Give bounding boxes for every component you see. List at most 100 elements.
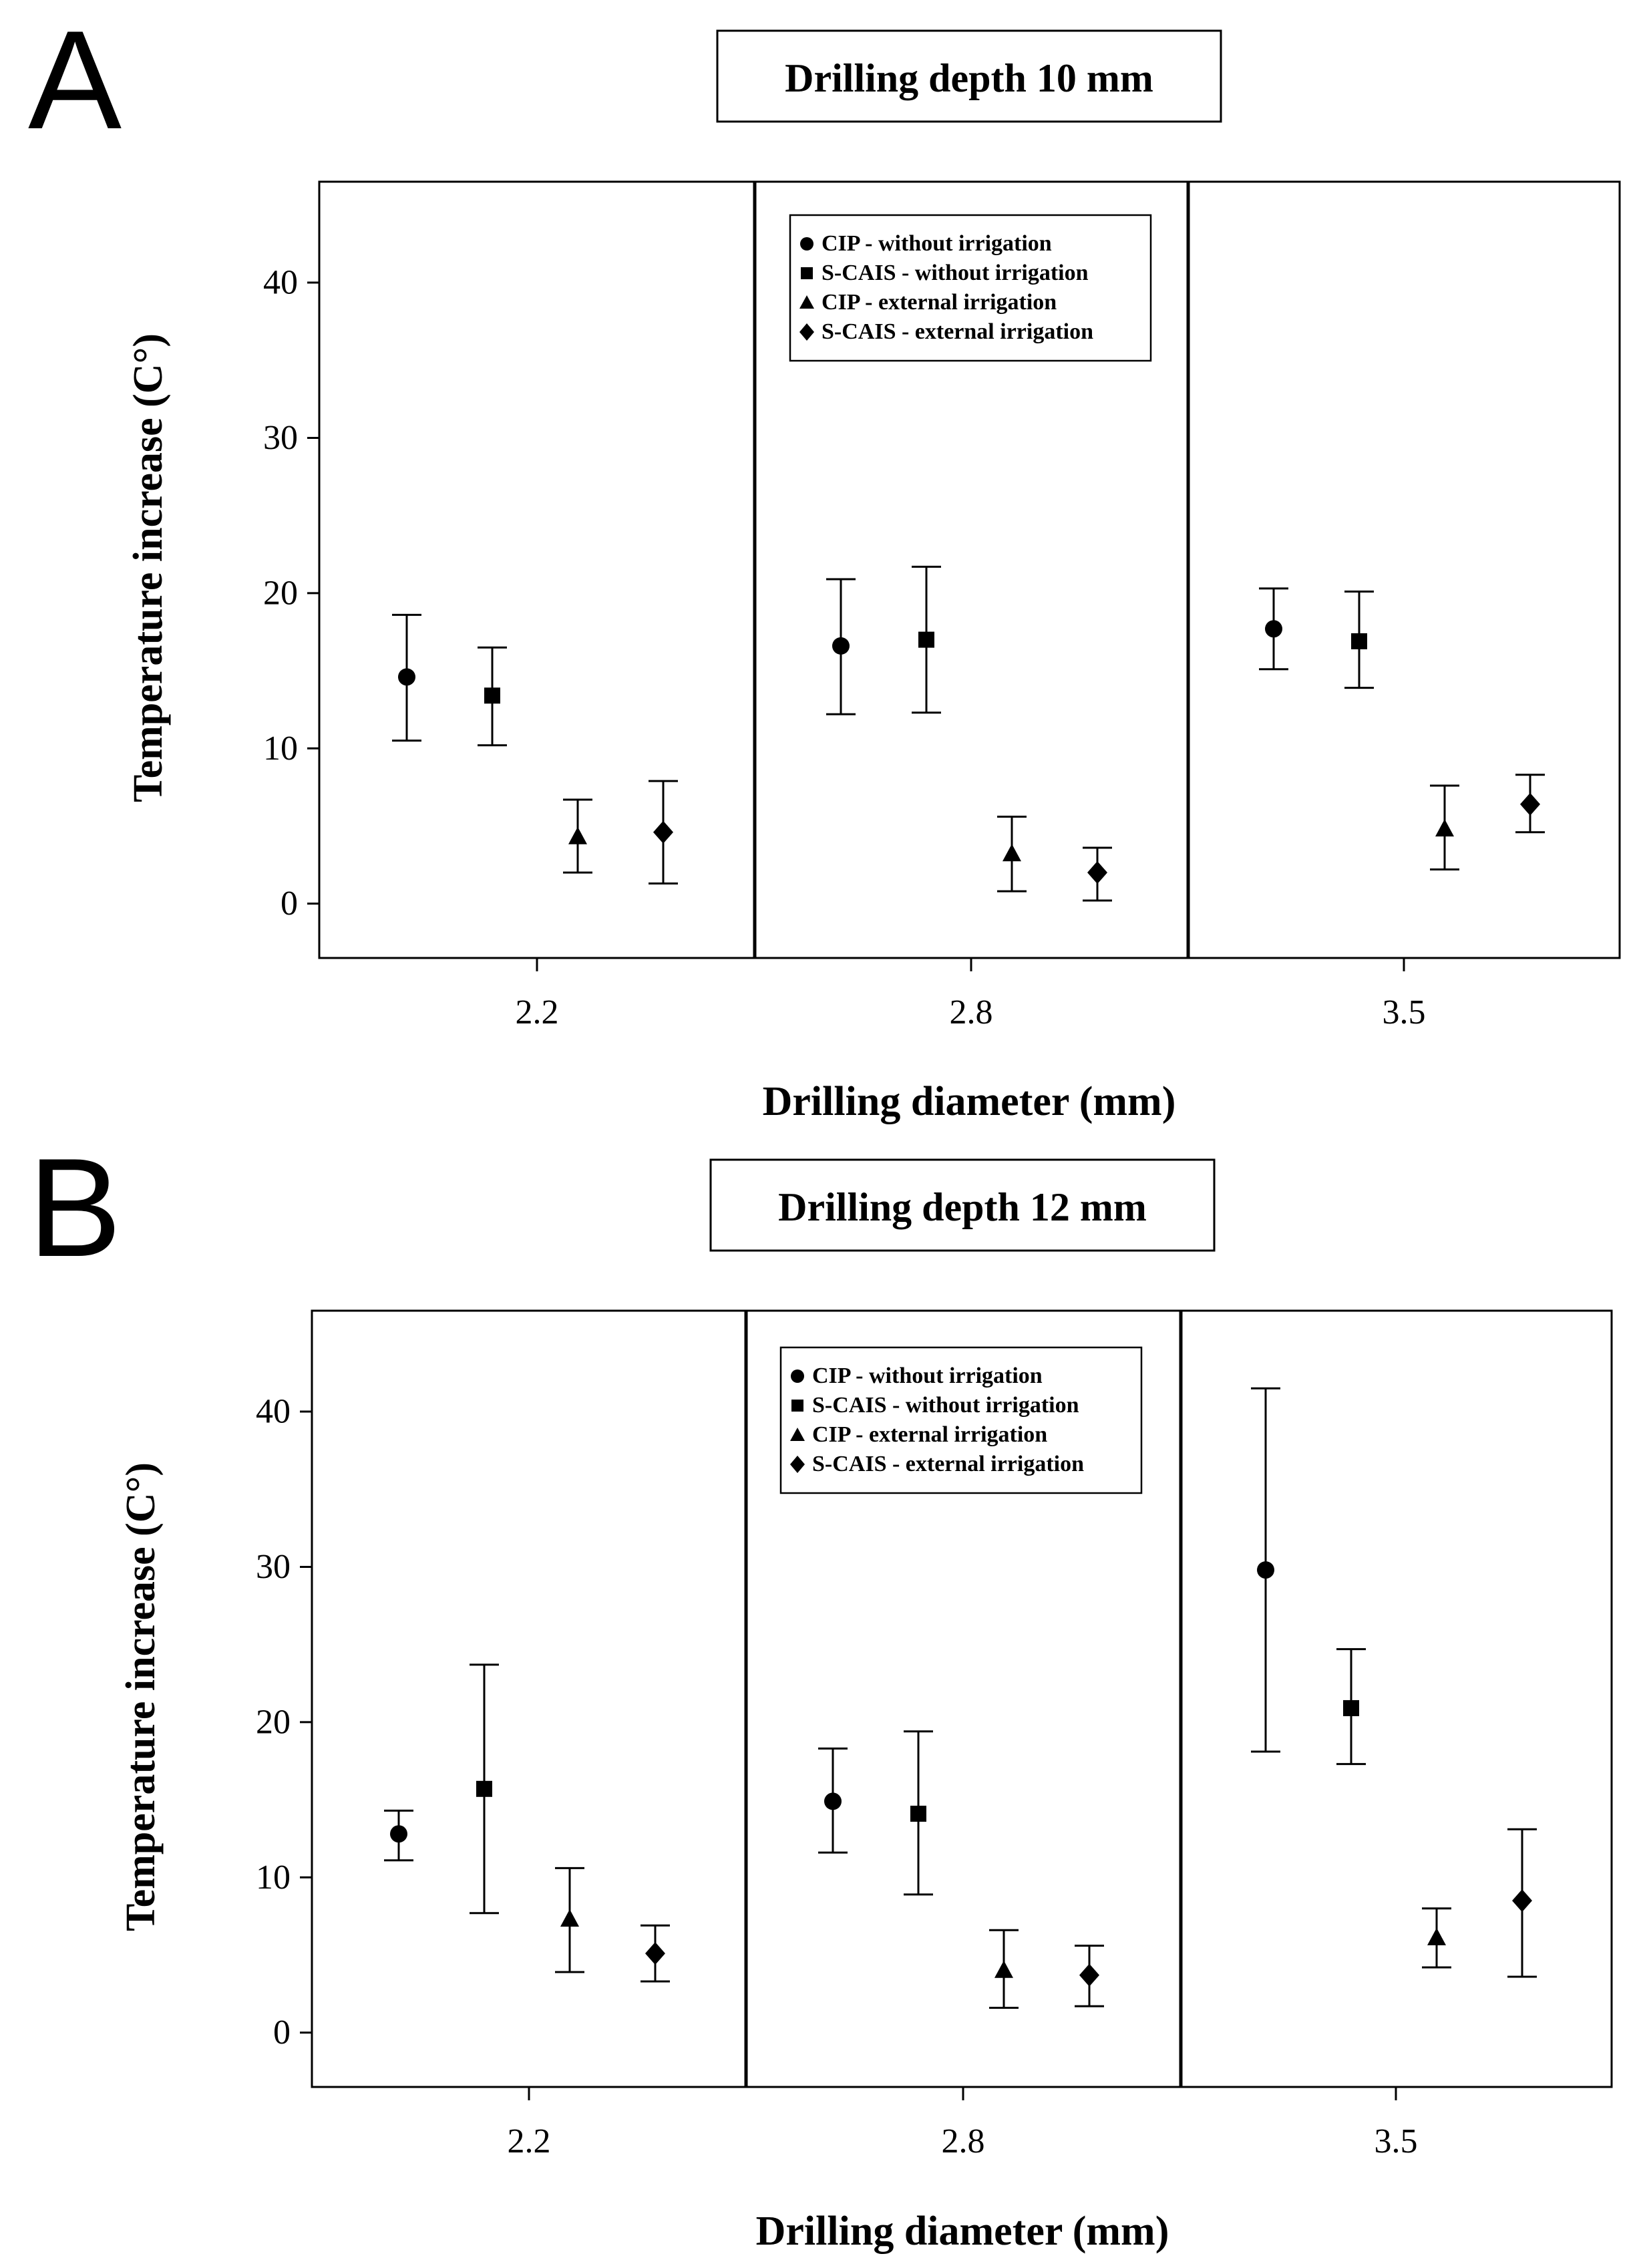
data-marks: [384, 1387, 1537, 2009]
x-tick-label: 2.2: [516, 993, 559, 1031]
data-marks: [392, 565, 1545, 902]
legend-symbols: [799, 237, 814, 341]
data-point-group: [1422, 1907, 1451, 1969]
svg-text:10: 10: [263, 730, 298, 768]
data-point-group: [1259, 587, 1288, 671]
svg-text:10: 10: [256, 1858, 291, 1897]
y-axis-label: Temperature increase (C°): [126, 333, 171, 802]
y-tick: 30: [263, 419, 319, 457]
svg-text:20: 20: [256, 1703, 291, 1741]
data-point: [1435, 819, 1454, 837]
data-point: [832, 637, 850, 655]
data-point-group: [912, 565, 941, 714]
data-point-group: [818, 1747, 848, 1854]
legend-label: CIP - external irrigation: [812, 1422, 1047, 1447]
data-point-group: [478, 646, 507, 747]
y-tick: 20: [256, 1703, 312, 1741]
y-tick: 20: [263, 574, 319, 612]
data-point: [824, 1792, 842, 1810]
data-point: [398, 668, 415, 686]
data-point: [1265, 620, 1282, 638]
data-point-group: [1515, 774, 1545, 834]
x-axis-label: Drilling diameter (mm): [756, 2209, 1169, 2254]
data-point-group: [1344, 591, 1374, 689]
legend-symbol: [791, 1400, 803, 1412]
data-point: [918, 631, 934, 648]
y-tick: 40: [256, 1393, 312, 1431]
data-point: [1343, 1699, 1359, 1716]
data-point-group: [826, 578, 856, 715]
x-tick-label: 3.5: [1383, 993, 1426, 1031]
y-tick: 0: [273, 2013, 312, 2052]
data-point-group: [641, 1924, 670, 1983]
legend-label: CIP - external irrigation: [822, 290, 1057, 315]
legend-symbol: [799, 295, 814, 309]
data-point: [1079, 1963, 1099, 1987]
legend-symbol: [790, 1428, 805, 1441]
data-point-group: [904, 1730, 933, 1896]
x-axis: 2.2 2.8 3.5: [508, 2087, 1418, 2160]
legend-symbol: [799, 323, 814, 341]
data-point-group: [470, 1663, 499, 1915]
data-point: [484, 687, 500, 704]
data-point: [910, 1805, 926, 1822]
data-point: [568, 826, 587, 844]
data-point: [476, 1780, 492, 1797]
legend-label: S-CAIS - without irrigation: [812, 1393, 1079, 1418]
x-axis-label: Drilling diameter (mm): [763, 1079, 1176, 1124]
y-tick: 0: [281, 884, 319, 923]
panel-a: A Drilling depth 10 mm 0 10 20 30: [28, 1, 1621, 1124]
data-point: [1512, 1889, 1532, 1913]
x-axis: 2.2 2.8 3.5: [516, 958, 1426, 1031]
legend-label: CIP - without irrigation: [812, 1363, 1043, 1388]
y-tick: 10: [256, 1858, 312, 1897]
legend-label: CIP - without irrigation: [822, 231, 1052, 256]
chart-title-box: [709, 1158, 1216, 1252]
data-point-group: [384, 1809, 413, 1862]
legend-label: S-CAIS - external irrigation: [822, 319, 1093, 344]
data-point: [1427, 1927, 1446, 1945]
data-point-group: [997, 816, 1027, 893]
data-point-group: [555, 1867, 584, 1973]
chart-title: Drilling depth 10 mm: [785, 56, 1153, 100]
svg-text:40: 40: [256, 1393, 291, 1431]
data-point: [560, 1909, 579, 1927]
data-point: [1351, 633, 1367, 649]
plot-area: [318, 180, 1621, 959]
y-axis: 0 10 20 30 40: [256, 1393, 312, 2052]
svg-text:40: 40: [263, 264, 298, 302]
data-point: [390, 1825, 407, 1843]
y-tick: 10: [263, 730, 319, 768]
panel-label: B: [28, 1129, 122, 1286]
svg-text:20: 20: [263, 574, 298, 612]
data-point: [1257, 1561, 1274, 1579]
legend-symbol: [800, 237, 813, 251]
data-point-group: [563, 798, 592, 874]
data-point: [1520, 792, 1540, 816]
svg-text:0: 0: [281, 884, 298, 923]
data-point-group: [392, 613, 421, 742]
legend-symbol: [801, 267, 813, 279]
legend: CIP - without irrigation S-CAIS - withou…: [779, 1346, 1143, 1494]
data-point: [994, 1960, 1013, 1978]
x-tick-label: 2.8: [942, 2122, 985, 2160]
legend-symbol: [791, 1369, 804, 1383]
x-tick-label: 2.2: [508, 2122, 551, 2160]
legend-symbol: [790, 1456, 805, 1473]
data-point-group: [1075, 1945, 1104, 2007]
data-point: [1087, 861, 1107, 884]
x-tick-label: 3.5: [1375, 2122, 1418, 2160]
legend-label: S-CAIS - external irrigation: [812, 1452, 1084, 1476]
data-point: [645, 1942, 665, 1965]
svg-text:0: 0: [273, 2013, 291, 2052]
legend-symbols: [790, 1369, 805, 1473]
data-point: [1003, 844, 1021, 862]
legend-box: [779, 1346, 1143, 1494]
legend-box: [789, 214, 1152, 362]
data-point-group: [989, 1929, 1019, 2009]
data-point-group: [1251, 1387, 1280, 1753]
svg-text:30: 30: [263, 419, 298, 457]
data-point: [653, 820, 673, 844]
y-tick: 40: [263, 264, 319, 302]
